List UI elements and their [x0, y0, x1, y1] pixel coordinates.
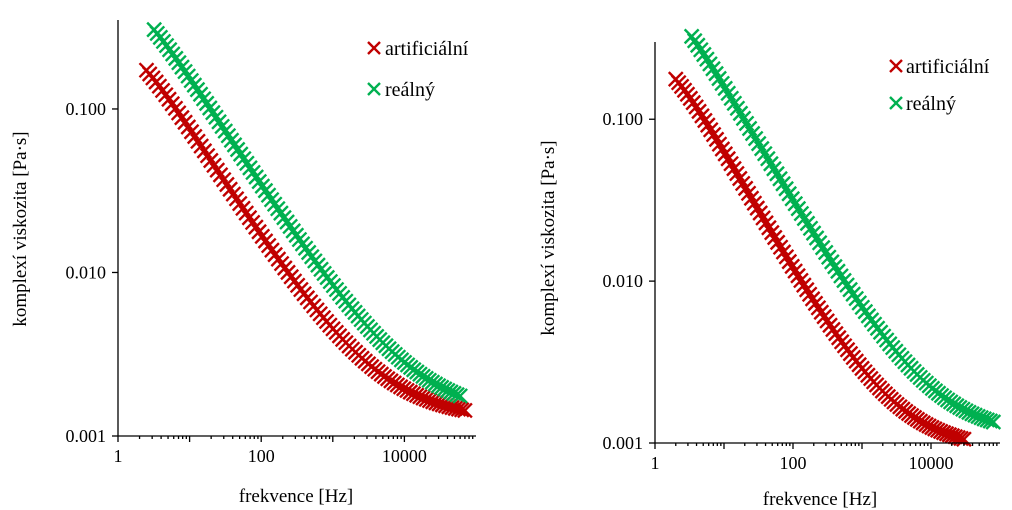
y-tick-label: 0.010 [66, 262, 107, 282]
chart-right-points [667, 28, 1002, 448]
data-point-real [449, 386, 465, 403]
x-tick-label: 100 [780, 453, 807, 473]
chart-left-ticks: 1 100 10000 0.001 0.010 0.100 [66, 99, 474, 466]
data-point-artificial [950, 429, 966, 446]
chart-left-xlabel: frekvence [Hz] [239, 486, 353, 507]
chart-right-legend-marker-artificial [889, 59, 903, 73]
data-point-real [452, 388, 468, 404]
chart-right-legend-marker-real [889, 96, 903, 110]
data-point-artificial [790, 267, 806, 284]
data-point-artificial [787, 263, 803, 279]
y-tick-label: 0.001 [603, 433, 644, 453]
chart-right-ylabel: komplexí viskozita [Pa·s] [538, 140, 559, 335]
chart-left-legend-label-artificial: artificiální [385, 38, 469, 60]
y-tick-label: 0.100 [603, 109, 644, 129]
chart-right-legend-label-artificial: artificiální [906, 56, 990, 78]
chart-right-legend: artificiální reálný [889, 56, 990, 115]
chart-right-legend-label-real: reálný [906, 93, 956, 115]
chart-left-legend-marker-artificial [367, 41, 381, 55]
y-tick-label: 0.010 [603, 271, 644, 291]
chart-right-xlabel: frekvence [Hz] [763, 489, 877, 510]
data-point-artificial [793, 272, 809, 289]
data-point-artificial [944, 427, 961, 444]
x-tick-label: 10000 [382, 446, 427, 466]
data-point-artificial [453, 401, 470, 418]
chart-left-legend-marker-real [367, 82, 381, 96]
data-point-artificial [795, 277, 812, 293]
x-tick-label: 1 [114, 446, 123, 466]
chart-left-ylabel: komplexí viskozita [Pa·s] [10, 131, 31, 326]
data-point-real [985, 414, 1002, 430]
data-point-artificial [699, 117, 716, 133]
data-point-real [982, 413, 999, 429]
chart-left-legend-label-real: reálný [385, 79, 435, 101]
y-tick-label: 0.001 [66, 426, 107, 446]
y-tick-label: 0.100 [66, 99, 107, 119]
chart-right-axes [654, 42, 1000, 444]
x-tick-label: 10000 [909, 453, 954, 473]
x-tick-label: 100 [248, 446, 275, 466]
chart-right-ticks: 1 100 10000 0.001 0.010 0.100 [603, 109, 998, 473]
data-point-artificial [947, 428, 964, 445]
data-point-artificial [956, 431, 972, 448]
chart-left-points [138, 21, 473, 419]
data-point-artificial [457, 402, 473, 419]
chart-left-legend: artificiální reálný [367, 38, 469, 101]
data-point-artificial [697, 112, 713, 129]
chart-left-axes [117, 20, 476, 437]
x-tick-label: 1 [651, 453, 660, 473]
